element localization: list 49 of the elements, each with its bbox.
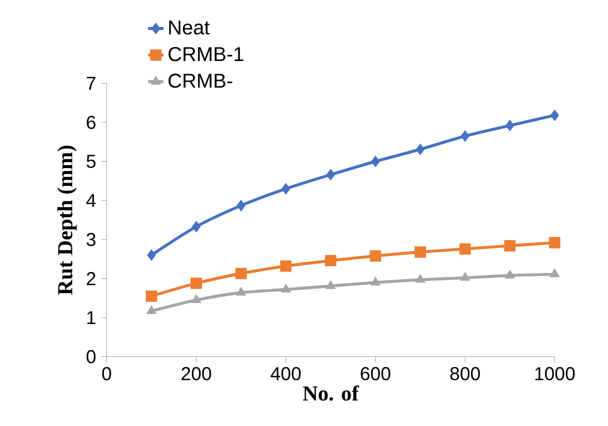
point — [147, 249, 156, 261]
y-tick-label: 0 — [86, 350, 96, 364]
point — [236, 286, 246, 296]
point — [146, 290, 158, 302]
point — [550, 268, 560, 278]
point — [236, 200, 246, 212]
point — [280, 284, 291, 293]
point — [460, 272, 470, 281]
y-axis-title: Rut Depth (mm) — [57, 146, 77, 295]
y-tick-label: 6 — [86, 116, 96, 130]
x-tick-label: 600 — [360, 367, 390, 380]
point — [416, 144, 425, 155]
x-axis-title: No. of — [302, 385, 360, 401]
point — [504, 240, 516, 252]
legend-label: CRMB- — [168, 74, 232, 88]
x-tick-label: 200 — [182, 367, 212, 380]
y-tick-label: 5 — [86, 154, 96, 168]
legend-label: CRMB-1 — [168, 47, 244, 62]
point — [414, 246, 426, 258]
x-tick-label: 400 — [270, 367, 301, 380]
x-tick-label: 0 — [102, 367, 112, 380]
x-tick-label: 1000 — [535, 367, 575, 380]
y-tick-label: 2 — [86, 272, 96, 286]
y-tick-label: 7 — [86, 76, 96, 90]
point — [460, 130, 470, 142]
point — [326, 280, 336, 289]
point — [415, 274, 426, 283]
point — [549, 236, 560, 248]
point — [325, 254, 336, 266]
point — [504, 270, 515, 278]
point — [191, 294, 202, 304]
point — [371, 156, 380, 168]
point — [370, 276, 380, 286]
point — [282, 183, 290, 194]
point — [190, 278, 202, 289]
y-tick-label: 1 — [87, 311, 96, 324]
point — [146, 305, 156, 314]
point — [235, 268, 247, 280]
point — [506, 120, 514, 132]
legend-label: Neat — [169, 20, 210, 35]
point — [370, 250, 382, 262]
point — [326, 169, 335, 180]
x-tick-label: 800 — [450, 367, 480, 380]
y-tick-label: 4 — [86, 194, 96, 207]
point — [550, 110, 559, 122]
y-tick-label: 3 — [86, 232, 96, 246]
point — [192, 220, 201, 232]
point — [280, 260, 292, 272]
point — [459, 243, 471, 255]
